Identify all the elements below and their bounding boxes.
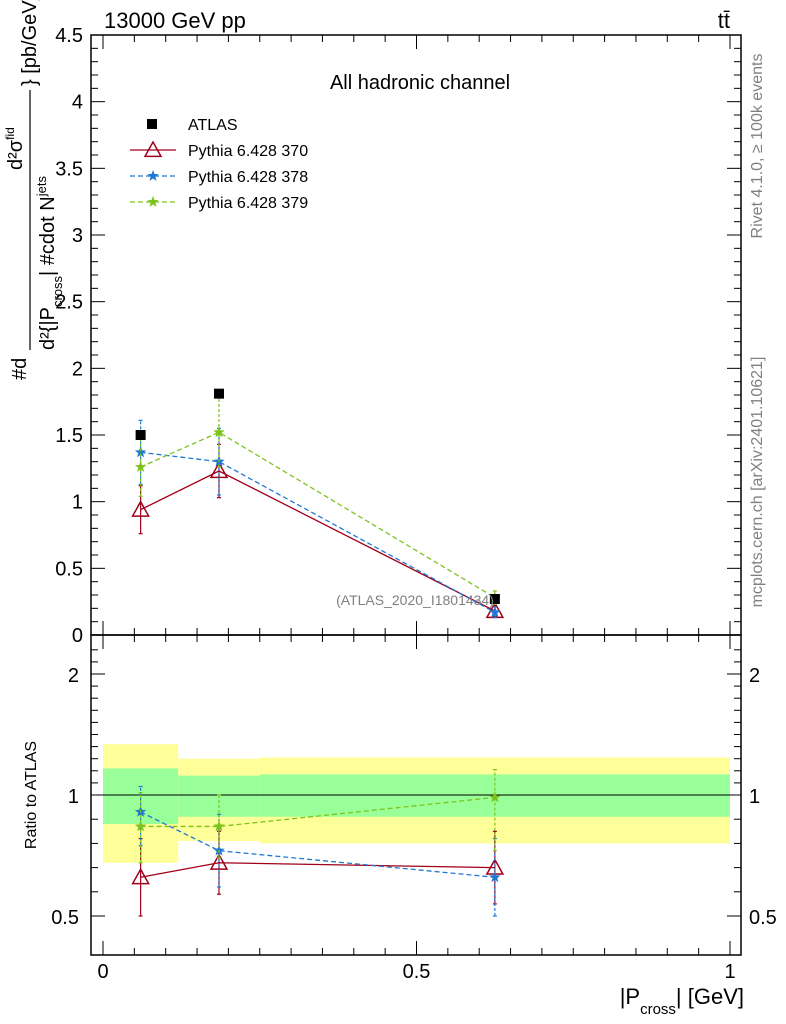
series-marker-main (131, 500, 150, 517)
series-marker-ratio (131, 867, 150, 885)
y-tick-label: 2.5 (55, 292, 83, 314)
series-marker-main (213, 426, 225, 438)
x-tick-label: 1 (724, 961, 735, 983)
series-marker-ratio (134, 820, 147, 832)
ratio-uncertainty-bands (91, 744, 741, 863)
legend-label: Pythia 6.428 378 (188, 169, 308, 186)
y-tick-label: 4.5 (55, 25, 83, 47)
series-marker-ratio (489, 791, 501, 803)
x-tick-label: 0 (97, 961, 108, 983)
y-tick-label: 0 (72, 625, 83, 647)
y-label-pre: #d (9, 358, 31, 380)
ratio-series-group (131, 768, 505, 917)
y-label-unit: } [pb/GeV] (19, 0, 41, 86)
y-tick-label: 1 (72, 492, 83, 514)
y-tick-label: 1.5 (55, 425, 83, 447)
y-label-denominator: d²{|Pcross| #cdot Njets (34, 176, 65, 350)
analysis-id-label: (ATLAS_2020_I1801434) (336, 592, 494, 608)
y-tick-label: 3 (72, 225, 83, 247)
y-tick-label: 4 (72, 92, 83, 114)
y-axis-label-ratio: Ratio to ATLAS (23, 741, 40, 849)
chart-title: All hadronic channel (330, 72, 510, 94)
data-point (135, 430, 146, 440)
y-tick-label: 3.5 (55, 158, 83, 180)
ratio-y-tick-label: 1 (68, 786, 79, 808)
series-marker-ratio (213, 820, 225, 832)
legend-marker (147, 170, 159, 181)
rivet-label: Rivet 4.1.0, ≥ 100k events (749, 54, 766, 239)
data-point (213, 388, 224, 399)
series-marker-ratio (489, 871, 501, 883)
legend: ATLAS Pythia 6.428 370 Pythia 6.428 378 Pyt… (130, 117, 308, 212)
legend-label: Pythia 6.428 370 (188, 143, 308, 160)
ratio-y-tick-label: 0.5 (51, 907, 79, 929)
series-line-ratio (140, 862, 495, 878)
mcplots-label: mcplots.cern.ch [arXiv:2401.10621] (749, 357, 766, 608)
series-line-ratio (140, 811, 495, 878)
axis-ticks: 0 0.5 1 1.5 2 2.5 3 3.5 4 4.5 0 0.5 1 0.5 0.5 1 1 2 2 (51, 25, 777, 983)
ratio-y-tick-label-right: 2 (749, 665, 760, 687)
series-line-main (140, 451, 496, 613)
y-tick-label: 2 (72, 358, 83, 380)
x-axis-label: |Pcross| [GeV] (620, 984, 744, 1018)
ratio-y-tick-label-right: 0.5 (749, 907, 777, 929)
legend-marker-atlas (147, 119, 157, 129)
series-marker-main (489, 606, 501, 618)
y-axis-label-main: #d d²σfid d²{|Pcross| #cdot Njets } [pb/… (3, 0, 65, 380)
main-series-group (131, 388, 505, 619)
data-point (489, 594, 500, 604)
ratio-y-tick-label-right: 1 (749, 786, 760, 808)
legend-label: Pythia 6.428 379 (188, 195, 308, 212)
legend-label-atlas: ATLAS (188, 117, 238, 134)
series-marker-main (134, 446, 147, 458)
legend-marker (143, 140, 163, 158)
series-line-main (140, 431, 496, 599)
legend-marker (147, 196, 159, 207)
series-line-ratio (140, 796, 495, 828)
energy-label: 13000 GeV pp (104, 8, 246, 33)
y-label-numerator: d²σfid (3, 127, 27, 170)
x-tick-label: 0.5 (403, 961, 431, 983)
process-label: tt̄ (718, 8, 730, 33)
series-marker-main (134, 461, 147, 472)
y-tick-label: 0.5 (55, 558, 83, 580)
ratio-y-tick-label: 2 (68, 665, 79, 687)
